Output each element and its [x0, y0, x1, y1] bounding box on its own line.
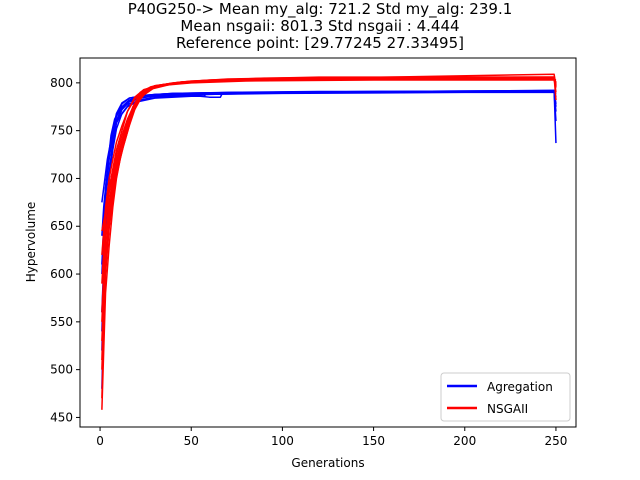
legend-label-nsgaii: NSGAII [487, 402, 528, 416]
y-tick-label: 500 [50, 363, 73, 377]
title-line-3: Reference point: [29.77245 27.33495] [176, 34, 464, 52]
y-tick-label: 650 [50, 219, 73, 233]
x-tick-label: 50 [184, 434, 199, 448]
y-tick-label: 600 [50, 267, 73, 281]
title-line-2: Mean nsgaii: 801.3 Std nsgaii : 4.444 [180, 17, 459, 35]
x-axis-label: Generations [291, 456, 364, 470]
y-tick-label: 700 [50, 171, 73, 185]
plot-lines [101, 73, 557, 410]
y-tick-label: 450 [50, 410, 73, 424]
title-line-1: P40G250-> Mean my_alg: 721.2 Std my_alg:… [128, 0, 513, 19]
legend: Agregation NSGAII [440, 372, 571, 422]
y-tick-label: 800 [50, 76, 73, 90]
y-axis-ticks: 450 500 550 600 650 700 750 800 [50, 76, 80, 424]
x-axis-ticks: 0 50 100 150 200 250 [96, 427, 567, 448]
x-tick-label: 150 [362, 434, 385, 448]
x-tick-label: 250 [544, 434, 567, 448]
x-tick-label: 100 [271, 434, 294, 448]
x-tick-label: 200 [453, 434, 476, 448]
y-tick-label: 750 [50, 124, 73, 138]
plot-frame [79, 57, 577, 428]
x-tick-label: 0 [96, 434, 104, 448]
series-line-nsgaii-run-10 [101, 73, 557, 322]
y-tick-label: 550 [50, 315, 73, 329]
legend-label-agregation: Agregation [487, 380, 553, 394]
y-axis-label: Hypervolume [24, 202, 38, 283]
chart-title: P40G250-> Mean my_alg: 721.2 Std my_alg:… [128, 0, 513, 52]
